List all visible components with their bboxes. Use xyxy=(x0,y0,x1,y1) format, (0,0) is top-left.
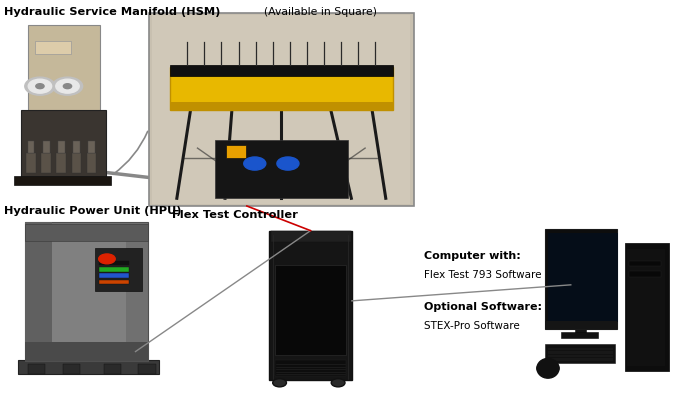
Bar xyxy=(99,260,129,265)
Bar xyxy=(629,271,661,277)
Bar xyxy=(215,140,348,198)
Bar xyxy=(25,222,52,360)
Circle shape xyxy=(277,157,299,170)
Bar xyxy=(544,229,618,328)
Bar xyxy=(269,231,352,380)
Bar xyxy=(270,231,351,241)
Circle shape xyxy=(537,362,559,375)
Bar xyxy=(57,153,66,173)
Bar xyxy=(548,351,613,353)
Bar xyxy=(99,273,129,278)
Bar xyxy=(575,322,586,335)
Bar xyxy=(99,280,129,284)
Text: STEX-Pro Software: STEX-Pro Software xyxy=(424,321,520,331)
Bar xyxy=(548,358,613,360)
Circle shape xyxy=(244,157,266,170)
Bar xyxy=(63,364,80,375)
Bar xyxy=(18,360,159,375)
Bar xyxy=(41,153,51,173)
Circle shape xyxy=(63,84,72,89)
Bar xyxy=(21,110,106,178)
Circle shape xyxy=(36,84,44,89)
Bar xyxy=(548,355,613,357)
Text: Flex Test 793 Software: Flex Test 793 Software xyxy=(424,269,542,280)
Bar xyxy=(544,344,615,363)
Bar xyxy=(73,140,80,153)
Text: Hydraulic Power Unit (HPU): Hydraulic Power Unit (HPU) xyxy=(4,206,181,216)
Bar xyxy=(88,140,95,153)
Bar xyxy=(226,145,246,158)
Bar xyxy=(629,262,661,266)
Bar xyxy=(562,332,598,338)
Bar xyxy=(58,140,65,153)
Bar xyxy=(104,364,121,375)
Circle shape xyxy=(99,254,115,264)
Bar xyxy=(25,224,148,241)
Bar xyxy=(72,153,81,173)
Text: (Available in Square): (Available in Square) xyxy=(264,7,377,17)
Circle shape xyxy=(331,379,345,387)
Bar xyxy=(26,153,36,173)
Bar xyxy=(624,243,669,371)
Bar xyxy=(627,249,665,366)
Bar xyxy=(43,140,50,153)
Bar xyxy=(139,364,156,375)
Bar xyxy=(152,15,411,204)
Bar xyxy=(275,265,346,356)
Circle shape xyxy=(28,79,52,93)
Text: Hydraulic Service Manifold (HSM): Hydraulic Service Manifold (HSM) xyxy=(4,7,221,17)
Circle shape xyxy=(56,79,79,93)
Bar xyxy=(39,225,126,359)
Bar xyxy=(25,342,148,360)
Bar xyxy=(170,65,393,75)
Bar xyxy=(28,140,34,153)
Bar xyxy=(14,176,111,185)
Bar xyxy=(548,233,618,322)
Bar xyxy=(149,13,414,206)
Circle shape xyxy=(25,77,55,95)
Bar xyxy=(35,41,71,54)
Bar xyxy=(548,348,613,350)
Bar xyxy=(99,267,129,272)
Text: Optional Software:: Optional Software: xyxy=(424,302,542,312)
Bar xyxy=(275,360,346,376)
Circle shape xyxy=(52,77,83,95)
Bar xyxy=(170,67,393,110)
Bar xyxy=(95,248,142,291)
Bar xyxy=(544,321,618,328)
Bar xyxy=(87,153,97,173)
Text: Computer with:: Computer with: xyxy=(424,251,521,261)
Circle shape xyxy=(273,379,286,387)
Ellipse shape xyxy=(537,358,559,378)
Bar xyxy=(25,222,148,360)
Bar xyxy=(170,102,393,110)
Bar xyxy=(28,364,46,375)
Text: Flex Test Controller: Flex Test Controller xyxy=(172,210,298,220)
Bar xyxy=(28,25,100,118)
